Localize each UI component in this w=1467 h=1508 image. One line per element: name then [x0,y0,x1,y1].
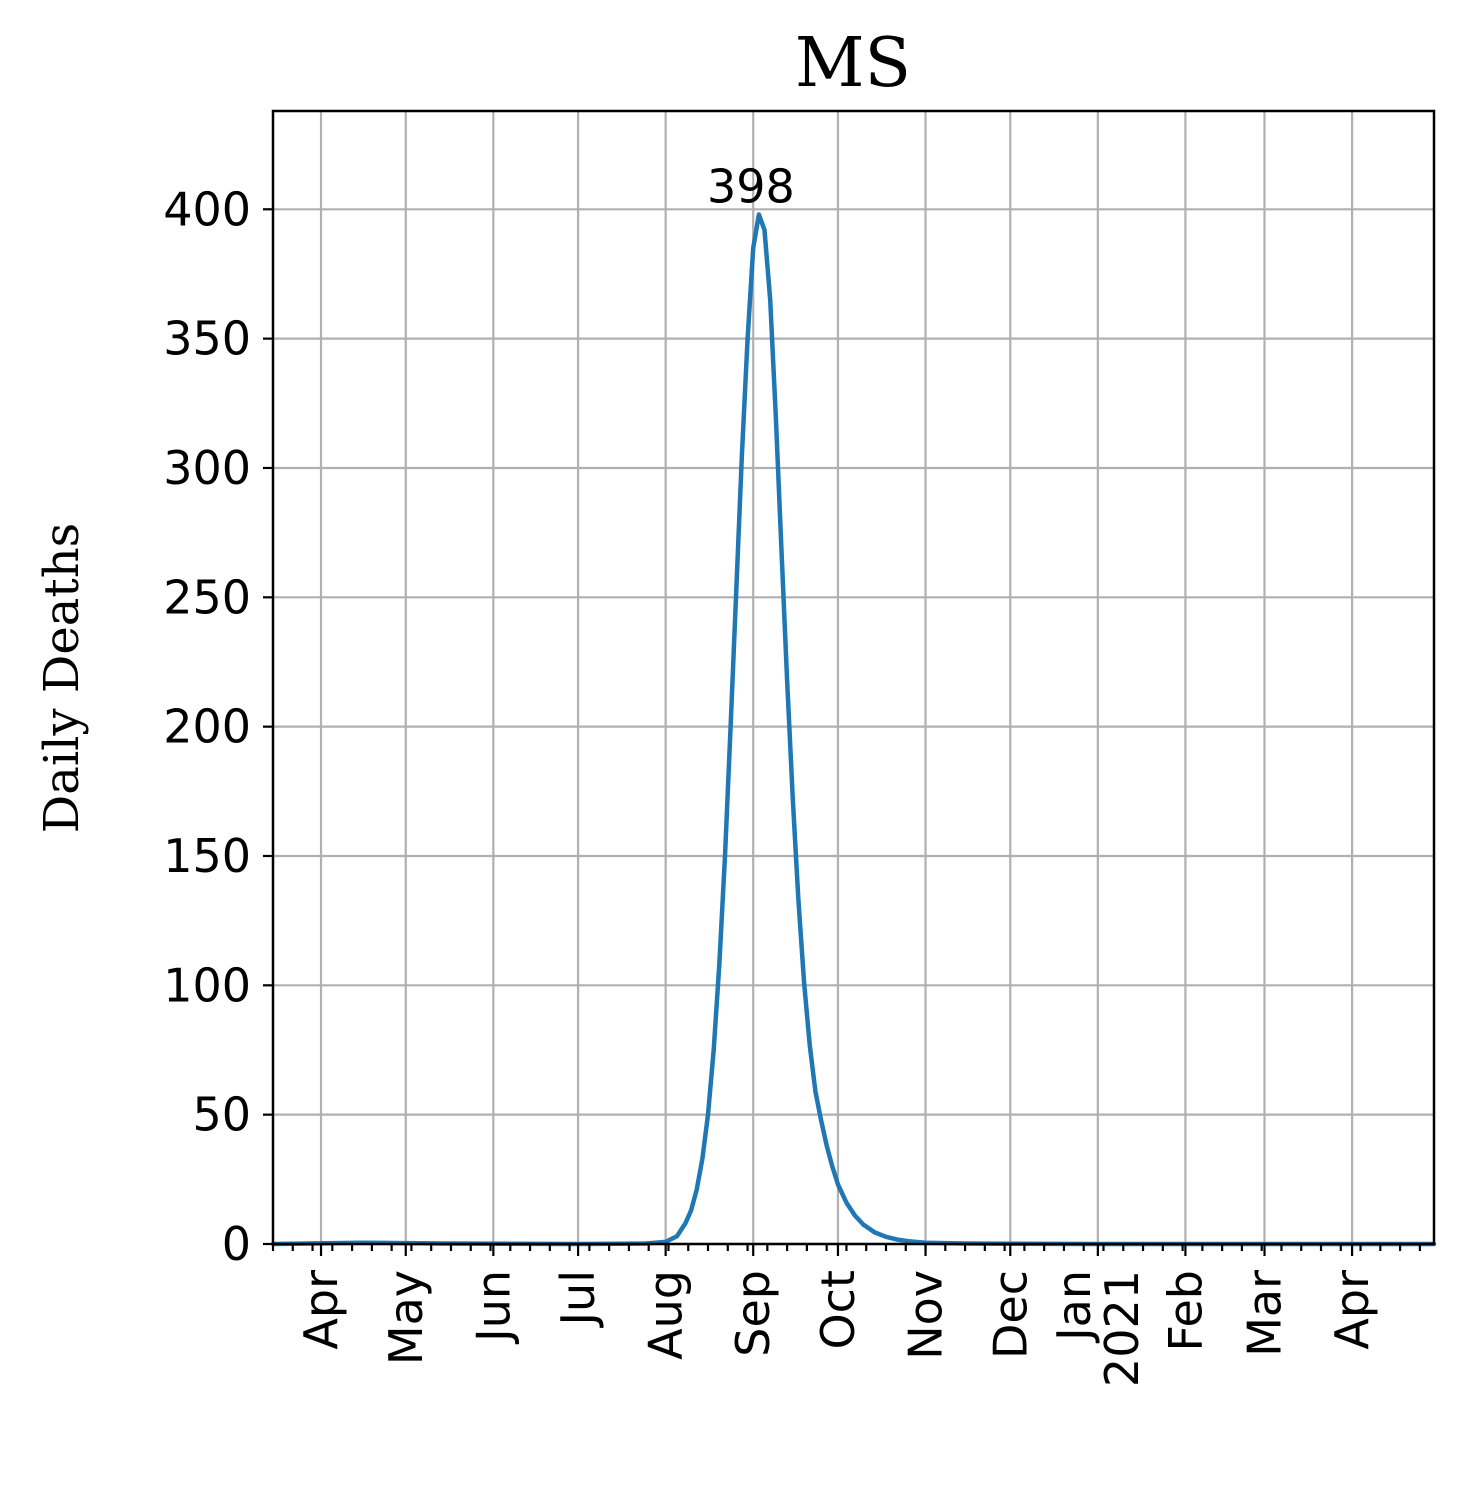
grid-lines [273,111,1434,1246]
plot-frame [271,109,1436,1246]
x-tick-label: Jun [466,1270,520,1345]
x-tick-label: Dec [983,1270,1037,1359]
series-layer: 398 [270,159,1437,1247]
y-tick-label: 350 [163,312,251,366]
x-tick-label: Mar [1238,1270,1292,1357]
y-tick-label: 200 [163,700,251,754]
x-tick-label: Apr [294,1270,348,1350]
y-tick-label: 300 [163,441,251,495]
chart-title: MS [795,24,911,103]
peak-value-label: 398 [707,159,795,213]
y-tick-label: 100 [163,958,251,1012]
x-tick-label: 2021 [1095,1270,1149,1387]
x-tick-label: May [379,1270,433,1365]
x-tick-label: Feb [1158,1270,1212,1351]
x-tick-label: Jul [551,1270,605,1329]
y-tick-label: 0 [222,1217,251,1271]
x-tick-label: Jan [1047,1270,1101,1344]
x-tick-label: Oct [811,1270,865,1350]
x-tick-label: Aug [639,1270,693,1360]
y-tick-label: 250 [163,570,251,624]
axes: 0 50 100 150 200 250 300 350 400 Apr May Jun Jul Aug S… [163,182,1421,1387]
x-tick-label: Apr [1325,1270,1379,1350]
series-line [270,212,1437,1247]
y-axis-label: Daily Deaths [34,523,90,834]
x-tick-label: Sep [726,1270,780,1357]
x-tick-label: Nov [899,1270,953,1360]
y-tick-label: 50 [192,1088,251,1142]
y-tick-label: 150 [163,829,251,883]
y-tick-label: 400 [163,182,251,236]
